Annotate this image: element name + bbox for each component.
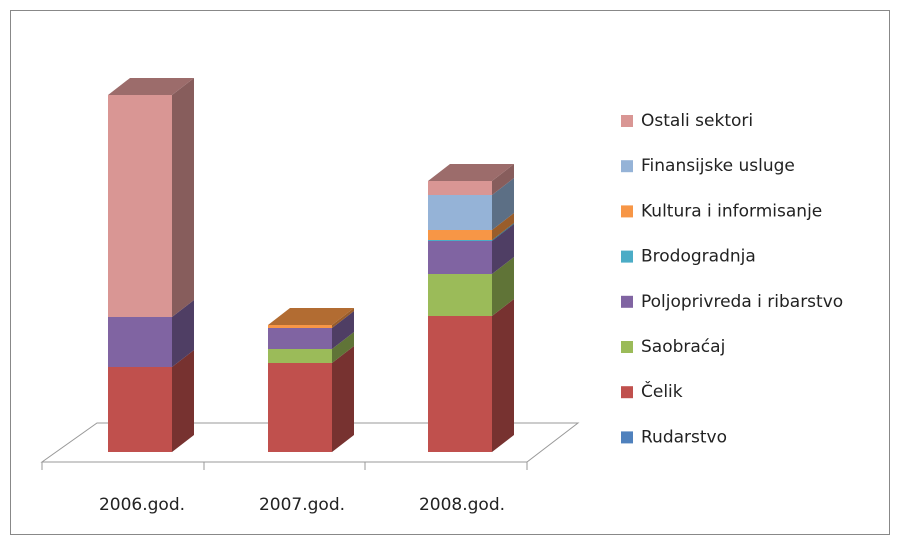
legend-label: Poljoprivreda i ribarstvo	[641, 292, 843, 312]
bar-side	[492, 178, 514, 230]
bar-side	[172, 300, 194, 367]
bar-side	[332, 346, 354, 452]
bar-front	[428, 230, 492, 240]
bar-side	[332, 308, 354, 328]
bar-top	[428, 164, 514, 181]
x-tick-label: 2006.god.	[99, 495, 185, 515]
x-tick-label: 2008.god.	[419, 495, 505, 515]
bar-front	[268, 363, 332, 452]
bar-side	[332, 332, 354, 363]
legend-label: Kultura i informisanje	[641, 201, 822, 221]
bar-front	[108, 95, 172, 317]
bar-front	[428, 316, 492, 452]
legend-label: Čelik	[641, 380, 683, 402]
bar-side	[492, 213, 514, 240]
legend-swatch	[621, 431, 633, 444]
bar-front	[428, 181, 492, 195]
legend-swatch	[621, 295, 633, 308]
legend-label: Brodogradnja	[641, 247, 756, 267]
bar-front	[108, 367, 172, 452]
bar-segment	[108, 350, 194, 452]
bar-segment	[108, 78, 194, 317]
bar-side	[492, 299, 514, 452]
legend-swatch	[621, 160, 633, 173]
bar-front	[428, 241, 492, 274]
legend-label: Ostali sektori	[641, 111, 753, 131]
bar-front	[428, 274, 492, 316]
bar-segment	[108, 300, 194, 367]
bar-top	[268, 308, 354, 325]
legend-swatch	[621, 115, 633, 127]
bar-side	[172, 78, 194, 317]
legend-label: Saobraćaj	[641, 337, 725, 357]
bar-segment	[428, 223, 514, 241]
bar-segment	[268, 308, 354, 328]
bar-front	[268, 349, 332, 363]
bar-segment	[428, 299, 514, 452]
bar-side	[492, 224, 514, 274]
legend-label: Rudarstvo	[641, 427, 727, 447]
bar-segment	[428, 213, 514, 240]
bar-front	[428, 195, 492, 230]
bar-segment	[428, 257, 514, 316]
bar-segment	[428, 178, 514, 230]
bar-side	[492, 223, 514, 241]
legend-swatch	[621, 341, 633, 353]
bar-segment	[268, 311, 354, 349]
legend-swatch	[621, 250, 633, 263]
legend-swatch	[621, 386, 633, 399]
legend-swatch	[621, 205, 633, 218]
bar-front	[108, 317, 172, 367]
bar-segment	[428, 164, 514, 195]
bar-side	[172, 350, 194, 452]
bar-side	[492, 164, 514, 195]
bar-segment	[268, 346, 354, 452]
x-tick-label: 2007.god.	[259, 495, 345, 515]
bar-side	[332, 311, 354, 349]
bar-segment	[428, 224, 514, 274]
bar-front	[428, 240, 492, 241]
bar-side	[492, 257, 514, 316]
bar-front	[268, 328, 332, 349]
bar-top	[108, 78, 194, 95]
bar-segment	[268, 332, 354, 363]
legend-label: Finansijske usluge	[641, 156, 795, 176]
bar-front	[268, 325, 332, 328]
